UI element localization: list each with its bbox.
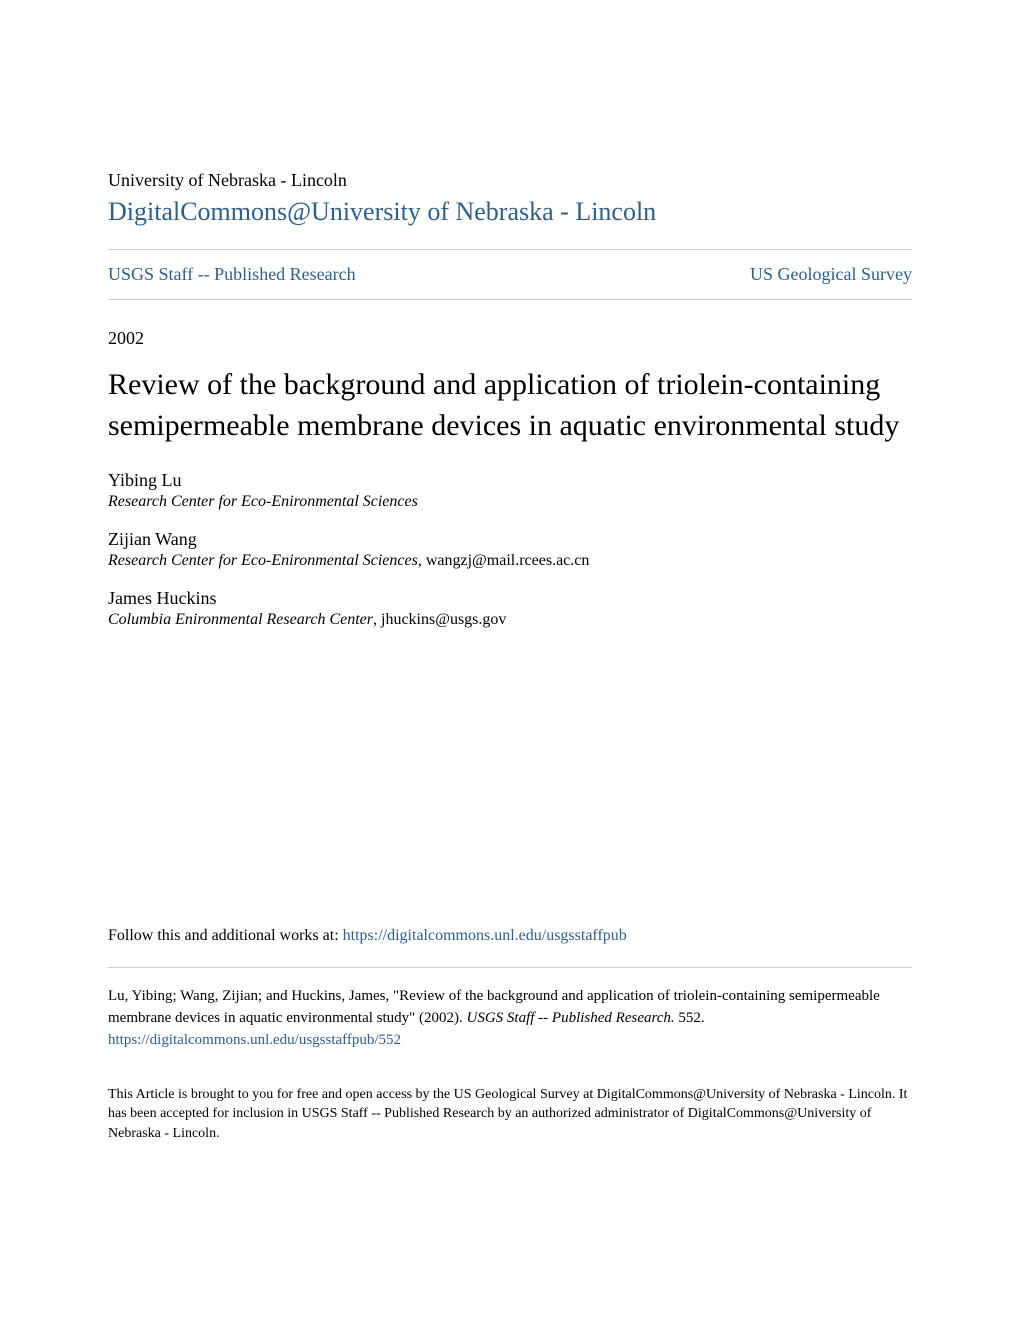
institution-name: University of Nebraska - Lincoln bbox=[108, 170, 912, 191]
author-name: Yibing Lu bbox=[108, 470, 912, 491]
author-block: Yibing Lu Research Center for Eco-Eniron… bbox=[108, 470, 912, 511]
paper-title: Review of the background and application… bbox=[108, 365, 912, 446]
repository-link[interactable]: DigitalCommons@University of Nebraska - … bbox=[108, 197, 912, 227]
author-block: Zijian Wang Research Center for Eco-Enir… bbox=[108, 529, 912, 570]
author-name: Zijian Wang bbox=[108, 529, 912, 550]
author-affiliation: Research Center for Eco-Enironmental Sci… bbox=[108, 552, 912, 570]
author-block: James Huckins Columbia Enironmental Rese… bbox=[108, 588, 912, 629]
author-name: James Huckins bbox=[108, 588, 912, 609]
publication-year: 2002 bbox=[108, 328, 912, 349]
follow-link[interactable]: https://digitalcommons.unl.edu/usgsstaff… bbox=[343, 927, 627, 944]
author-affiliation: Columbia Enironmental Research Center, j… bbox=[108, 611, 912, 629]
breadcrumb-nav: USGS Staff -- Published Research US Geol… bbox=[108, 250, 912, 299]
divider-bottom bbox=[108, 299, 912, 300]
follow-prefix: Follow this and additional works at: bbox=[108, 927, 343, 944]
citation-text: Lu, Yibing; Wang, Zijian; and Huckins, J… bbox=[108, 986, 912, 1030]
vertical-spacer bbox=[108, 647, 912, 927]
citation-link[interactable]: https://digitalcommons.unl.edu/usgsstaff… bbox=[108, 1032, 912, 1049]
access-statement: This Article is brought to you for free … bbox=[108, 1085, 912, 1144]
department-link[interactable]: US Geological Survey bbox=[750, 264, 912, 285]
collection-link[interactable]: USGS Staff -- Published Research bbox=[108, 264, 356, 285]
author-affiliation: Research Center for Eco-Enironmental Sci… bbox=[108, 493, 912, 511]
follow-works: Follow this and additional works at: htt… bbox=[108, 927, 912, 945]
